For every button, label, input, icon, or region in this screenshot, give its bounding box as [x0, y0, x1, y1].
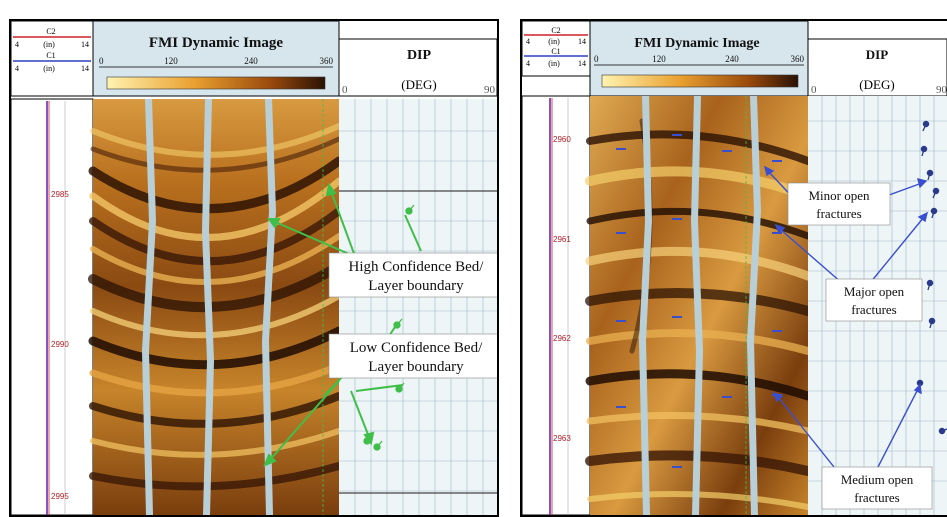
- image-header-title: FMI Dynamic Image: [149, 35, 283, 51]
- callout-medium-line1: Medium open: [841, 472, 914, 487]
- c1-scale-unit: (in): [43, 64, 55, 73]
- image-tick-0: 0: [99, 56, 104, 66]
- depth-label-2995: 2995: [51, 492, 69, 501]
- fmi-panel-b: C2 4 (in) 14 C1 4 (in) 14 FMI Dynamic Im…: [520, 19, 947, 517]
- depth-label-2960: 2960: [553, 135, 571, 144]
- color-scale-bar: [106, 76, 326, 90]
- c1-scale-unit: (in): [548, 59, 560, 68]
- c1-label: C1: [46, 51, 55, 60]
- depth-label-2961: 2961: [553, 235, 571, 244]
- c2-label: C2: [551, 26, 560, 35]
- dip-max: 90: [936, 84, 947, 96]
- image-tick-0: 0: [594, 54, 599, 64]
- callout-major-line1: Major open: [844, 284, 905, 299]
- color-scale-bar: [601, 74, 799, 88]
- dip-unit: (DEG): [859, 77, 894, 92]
- dip-min: 0: [342, 84, 348, 96]
- fmi-image: [88, 99, 344, 515]
- callout-high-confidence: High Confidence Bed/ Layer boundary: [328, 252, 497, 298]
- c1-scale-max: 14: [81, 64, 89, 73]
- depth-label-2990: 2990: [51, 340, 69, 349]
- c1-scale-max: 14: [578, 59, 586, 68]
- depth-marker: 2995: [51, 492, 69, 501]
- callout-medium-line2: fractures: [854, 490, 899, 505]
- caliper-header: C2 4 (in) 14 C1 4 (in) 14: [11, 21, 94, 97]
- depth-marker: 2985: [51, 190, 69, 199]
- c1-scale-min: 4: [526, 59, 530, 68]
- dip-track: [339, 99, 497, 515]
- panel-a-canvas: C2 4 (in) 14 C1 4 (in) 14 FMI Dynamic Im…: [11, 21, 497, 515]
- depth-marker: 2990: [51, 340, 69, 349]
- depth-label-2962: 2962: [553, 334, 571, 343]
- c2-scale-unit: (in): [548, 37, 560, 46]
- panel-b-canvas: C2 4 (in) 14 C1 4 (in) 14 FMI Dynamic Im…: [522, 21, 947, 515]
- callout-low-confidence: Low Confidence Bed/ Layer boundary: [328, 333, 497, 379]
- dip-header: DIP (DEG) 0 90: [807, 38, 947, 97]
- callout-major-line2: fractures: [851, 302, 896, 317]
- dip-tadpole: [920, 145, 928, 153]
- callout-high-line1: High Confidence Bed/: [349, 259, 485, 275]
- c2-scale-max: 14: [578, 37, 586, 46]
- image-tick-120: 120: [164, 56, 178, 66]
- callout-high-line2: Layer boundary: [368, 278, 464, 294]
- c1-scale-min: 4: [15, 64, 19, 73]
- dip-header: DIP (DEG) 0 90: [338, 38, 497, 97]
- image-tick-360: 360: [320, 56, 334, 66]
- dip-max: 90: [484, 84, 496, 96]
- c2-scale-unit: (in): [43, 40, 55, 49]
- depth-track: 2985 2990 2995: [11, 98, 94, 515]
- callout-arrows-a: [263, 182, 422, 467]
- c2-scale-min: 4: [526, 37, 530, 46]
- callout-minor-line1: Minor open: [808, 188, 870, 203]
- callout-arrows-b: [763, 165, 929, 468]
- callout-low-line2: Layer boundary: [368, 359, 464, 375]
- fmi-panel-a: C2 4 (in) 14 C1 4 (in) 14 FMI Dynamic Im…: [9, 19, 499, 517]
- callout-medium-open-fractures: Medium open fractures: [821, 466, 933, 510]
- depth-label-2985: 2985: [51, 190, 69, 199]
- dip-title: DIP: [407, 48, 432, 63]
- image-header-title: FMI Dynamic Image: [634, 36, 759, 51]
- c2-scale-min: 4: [15, 40, 19, 49]
- fmi-image: [585, 96, 813, 515]
- image-tick-360: 360: [791, 54, 805, 64]
- pad-gaps: [142, 99, 276, 515]
- image-tick-240: 240: [725, 54, 739, 64]
- depth-label-2963: 2963: [553, 434, 571, 443]
- callout-major-open-fractures: Major open fractures: [825, 278, 923, 322]
- callout-minor-open-fractures: Minor open fractures: [787, 182, 891, 226]
- depth-track: 2960 2961 2962 2963: [522, 95, 591, 515]
- image-header: FMI Dynamic Image 0 120 240 360: [92, 21, 340, 97]
- caliper-header: C2 4 (in) 14 C1 4 (in) 14: [522, 21, 591, 77]
- pad-gaps: [639, 96, 761, 515]
- c2-label: C2: [46, 27, 55, 36]
- image-tick-120: 120: [652, 54, 666, 64]
- callout-minor-line2: fractures: [816, 206, 861, 221]
- c2-scale-max: 14: [81, 40, 89, 49]
- dip-unit: (DEG): [401, 77, 436, 92]
- image-header: FMI Dynamic Image 0 120 240 360: [589, 21, 809, 97]
- image-tick-240: 240: [244, 56, 258, 66]
- c1-label: C1: [551, 47, 560, 56]
- dip-title: DIP: [866, 47, 888, 62]
- dip-min: 0: [811, 84, 817, 96]
- callout-low-line1: Low Confidence Bed/: [350, 340, 483, 356]
